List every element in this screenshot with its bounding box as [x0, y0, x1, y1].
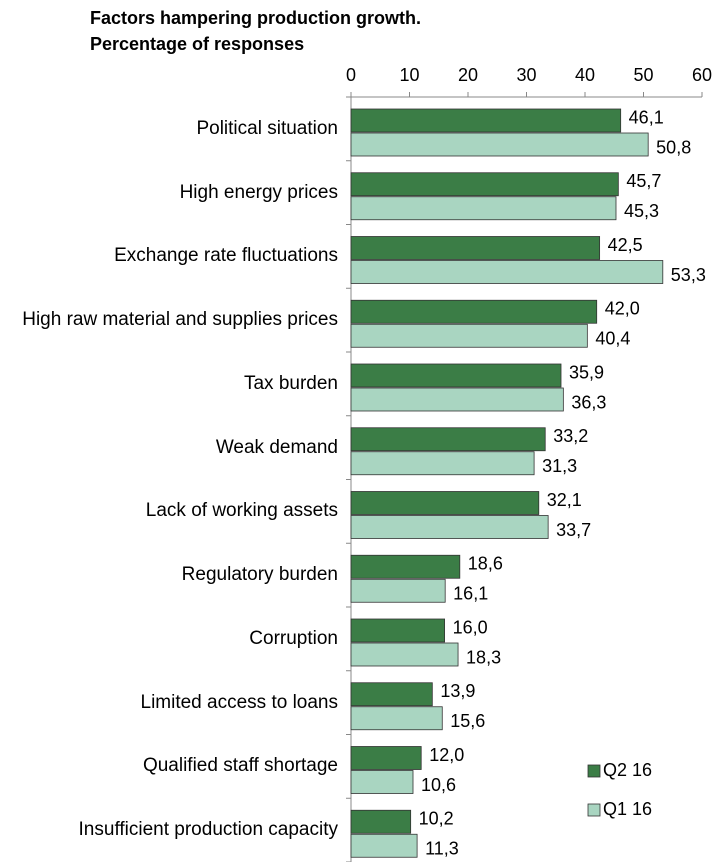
y-tick-label: Regulatory burden: [181, 564, 338, 586]
y-tick-label: Corruption: [249, 627, 338, 649]
bar: [350, 236, 601, 260]
chart-subtitle: Percentage of responses: [90, 34, 304, 54]
y-tick-label: Qualified staff shortage: [142, 755, 338, 777]
bar: [350, 515, 549, 539]
value-label: 45,7: [626, 171, 661, 191]
value-label: 16,0: [453, 617, 488, 637]
x-tick-label: 60: [692, 65, 712, 85]
bar: [350, 363, 562, 388]
value-label: 33,2: [553, 426, 588, 446]
y-tick-label: High energy prices: [179, 181, 338, 203]
legend-label: Q1 16: [603, 799, 652, 819]
value-label: 11,3: [425, 839, 459, 859]
x-tick-label: 30: [516, 65, 536, 85]
y-tick-label: Political situation: [196, 117, 338, 139]
x-tick-label: 10: [399, 65, 419, 85]
bar: [350, 833, 418, 858]
value-label: 35,9: [569, 362, 604, 382]
legend-swatch: [587, 803, 601, 817]
bar: [350, 427, 546, 452]
value-label: 53,3: [671, 265, 706, 285]
bar: [350, 706, 443, 731]
value-label: 32,1: [547, 490, 582, 510]
value-label: 40,4: [595, 329, 630, 349]
bar: [350, 108, 622, 133]
bar: [350, 451, 535, 476]
bar: [350, 746, 422, 770]
bar: [350, 299, 598, 324]
x-tick-label: 0: [346, 65, 356, 85]
bar: [350, 554, 461, 579]
bar: [350, 196, 617, 221]
bar: [350, 682, 433, 707]
value-label: 45,3: [624, 201, 659, 221]
bar: [350, 642, 459, 667]
bar: [350, 618, 445, 643]
x-tick-label: 40: [575, 65, 595, 85]
bar: [350, 260, 664, 284]
value-label: 10,2: [419, 809, 454, 829]
y-tick-label: Tax burden: [243, 372, 338, 394]
y-tick-label: Limited access to loans: [140, 691, 339, 713]
value-label: 18,6: [468, 554, 503, 574]
bar: [350, 323, 588, 348]
value-label: 33,7: [556, 520, 591, 540]
value-label: 36,3: [571, 392, 606, 412]
bar: [350, 132, 649, 157]
legend-label: Q2 16: [603, 760, 652, 780]
chart-title: Factors hampering production growth.: [90, 8, 421, 28]
y-tick-label: High raw material and supplies prices: [22, 309, 338, 331]
value-label: 15,6: [450, 711, 485, 731]
x-tick-label: 20: [458, 65, 478, 85]
value-label: 18,3: [466, 647, 501, 667]
bar: [350, 387, 564, 412]
bar: [350, 172, 619, 197]
value-label: 50,8: [656, 137, 691, 157]
value-label: 46,1: [629, 107, 664, 127]
value-label: 16,1: [453, 584, 488, 604]
value-label: 10,6: [421, 775, 456, 795]
value-label: 13,9: [440, 681, 475, 701]
value-label: 12,0: [429, 745, 464, 765]
value-label: 31,3: [542, 456, 577, 476]
bar: [350, 491, 540, 515]
y-tick-label: Exchange rate fluctuations: [114, 245, 338, 267]
y-tick-label: Weak demand: [215, 436, 338, 458]
y-tick-label: Insufficient production capacity: [78, 819, 338, 841]
legend-swatch: [587, 764, 601, 778]
x-tick-label: 50: [633, 65, 653, 85]
bar: [350, 578, 446, 603]
y-tick-label: Lack of working assets: [145, 500, 338, 522]
value-label: 42,5: [608, 235, 643, 255]
value-label: 42,0: [605, 299, 640, 319]
bar: [350, 809, 412, 834]
bar: [350, 770, 414, 794]
